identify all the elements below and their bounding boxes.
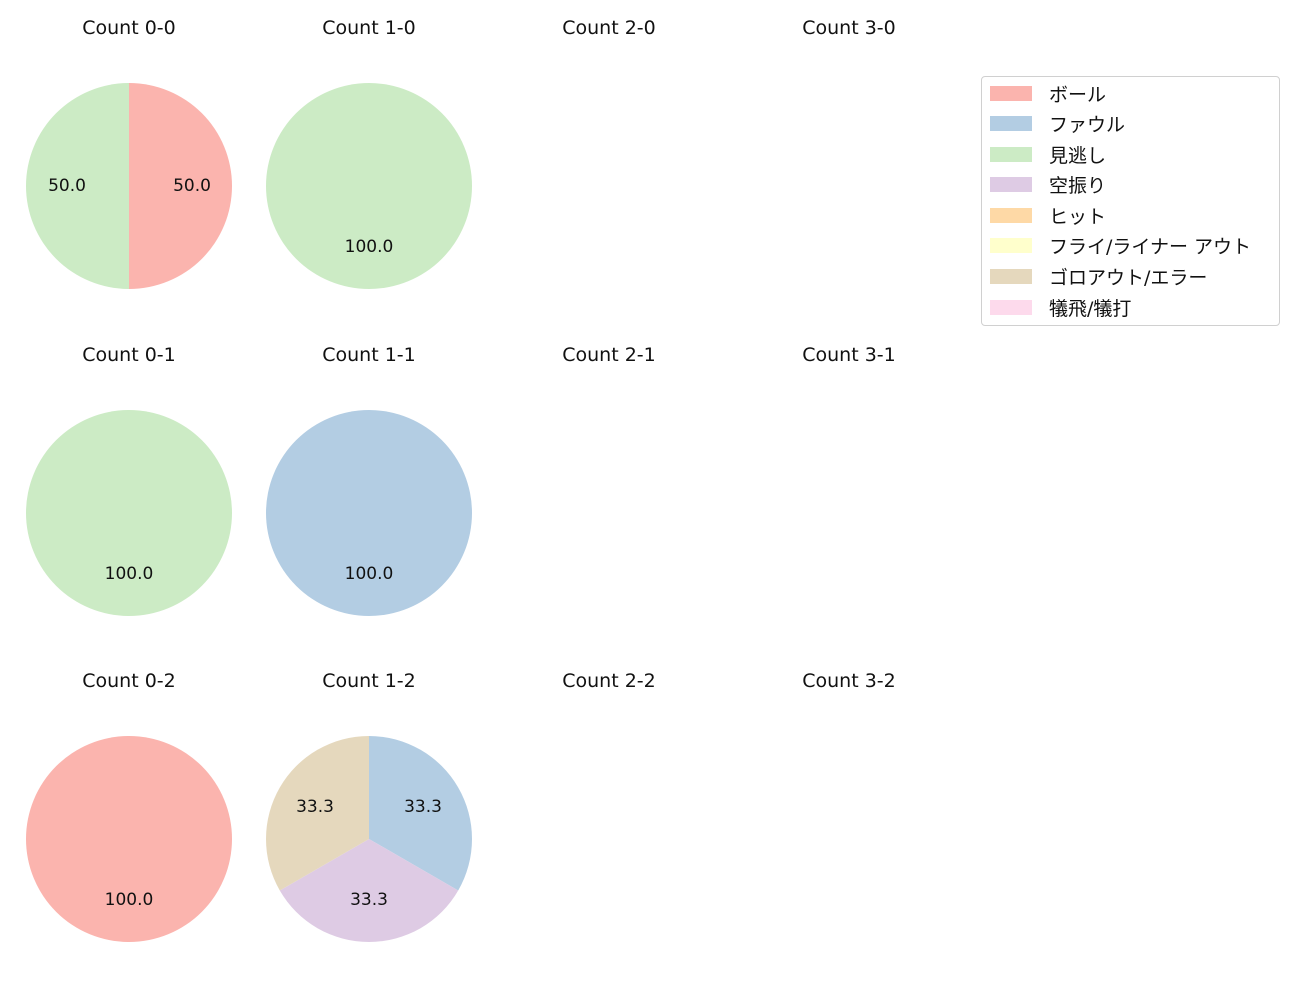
legend-label: フライ/ライナー アウト [1049, 235, 1252, 258]
subplot-title-3-0: Count 3-0 [802, 17, 896, 39]
subplot-title-2-1: Count 2-1 [562, 344, 656, 366]
subplot-title-0-2: Count 0-2 [82, 670, 176, 692]
slice-ball [26, 736, 232, 942]
slice-called-strike [266, 83, 472, 289]
pie-count-1-1: 100.0 [266, 410, 472, 616]
legend-swatch [990, 115, 1032, 131]
subplot-title-3-2: Count 3-2 [802, 670, 896, 692]
slice-called-strike [26, 410, 232, 616]
pie-label: 50.0 [173, 176, 211, 196]
pie-label: 33.3 [296, 797, 334, 817]
slice-swinging-strike [279, 839, 459, 942]
legend-swatch [990, 237, 1032, 253]
legend-label: ゴロアウト/エラー [1049, 266, 1208, 289]
pie-label: 100.0 [105, 890, 154, 910]
legend-label: 犠飛/犠打 [1049, 297, 1132, 320]
slice-foul [369, 736, 472, 891]
legend: ボール ファウル 見逃し 空振り ヒット フライ/ライナー アウト ゴロアウト/… [981, 76, 1280, 326]
slice-ball [129, 83, 232, 289]
subplot-title-1-0: Count 1-0 [322, 17, 416, 39]
pie-count-0-2: 100.0 [26, 736, 232, 942]
pie-count-1-2: 33.3 33.3 33.3 [266, 736, 472, 942]
pie-label: 100.0 [345, 564, 394, 584]
pie-label: 100.0 [345, 237, 394, 257]
legend-item-fly-liner-out: フライ/ライナー アウト [990, 235, 1251, 258]
legend-swatch [990, 299, 1032, 315]
pie-label: 100.0 [105, 564, 154, 584]
subplot-title-0-1: Count 0-1 [82, 344, 176, 366]
legend-swatch [990, 85, 1032, 101]
pie-label: 33.3 [404, 797, 442, 817]
legend-swatch [990, 207, 1032, 223]
pie-count-0-0: 50.0 50.0 [26, 83, 232, 289]
pie-count-1-0: 100.0 [266, 83, 472, 289]
legend-item-sacrifice: 犠飛/犠打 [990, 297, 1131, 320]
legend-label: ボール [1049, 83, 1107, 106]
legend-label: 空振り [1049, 174, 1107, 197]
pie-count-0-1: 100.0 [26, 410, 232, 616]
subplot-title-2-0: Count 2-0 [562, 17, 656, 39]
subplot-title-1-2: Count 1-2 [322, 670, 416, 692]
subplot-title-1-1: Count 1-1 [322, 344, 416, 366]
legend-swatch [990, 268, 1032, 284]
subplot-title-0-0: Count 0-0 [82, 17, 176, 39]
legend-item-foul: ファウル [990, 113, 1125, 136]
slice-foul [266, 410, 472, 616]
legend-label: ファウル [1049, 113, 1126, 136]
slice-called-strike [26, 83, 129, 289]
legend-item-hit: ヒット [990, 205, 1106, 228]
legend-item-called-strike: 見逃し [990, 144, 1106, 167]
legend-swatch [990, 146, 1032, 162]
pie-label: 33.3 [350, 890, 388, 910]
legend-label: 見逃し [1049, 144, 1107, 167]
pie-label: 50.0 [48, 176, 86, 196]
subplot-title-3-1: Count 3-1 [802, 344, 896, 366]
legend-swatch [990, 176, 1032, 192]
legend-label: ヒット [1049, 205, 1107, 228]
subplot-title-2-2: Count 2-2 [562, 670, 656, 692]
slice-groundout-error [266, 736, 369, 891]
legend-item-groundout-error: ゴロアウト/エラー [990, 266, 1207, 289]
legend-item-ball: ボール [990, 83, 1106, 106]
legend-item-swinging-strike: 空振り [990, 174, 1106, 197]
